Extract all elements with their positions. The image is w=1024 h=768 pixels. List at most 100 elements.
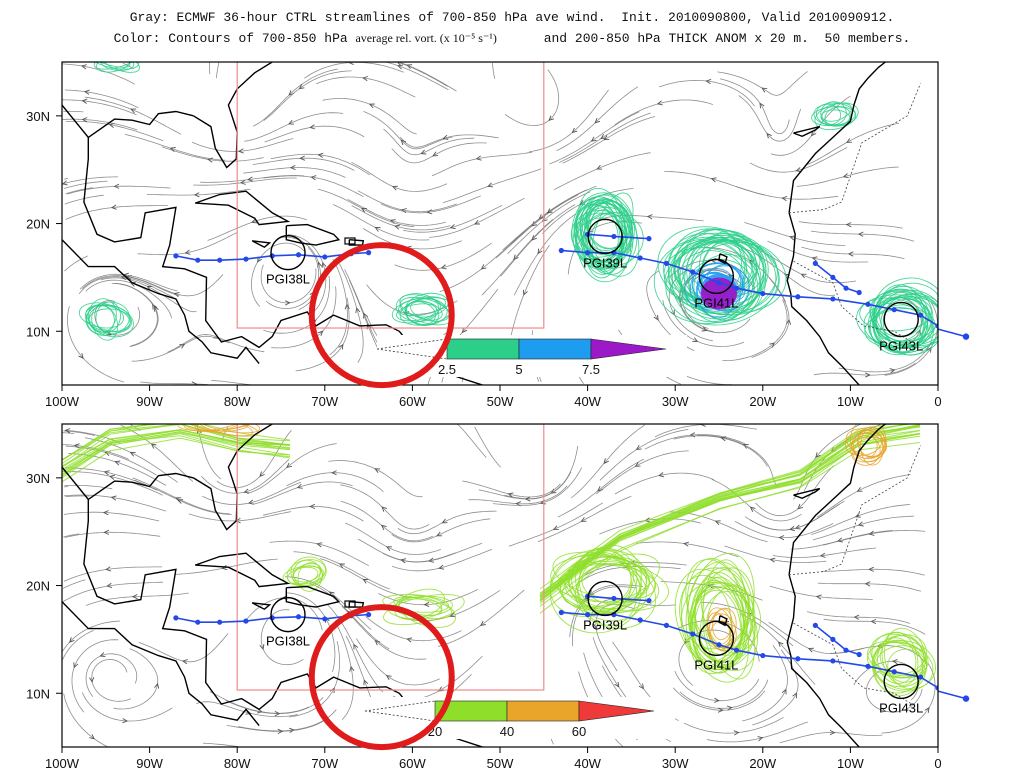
domain-box: [236, 424, 545, 691]
streamline-arrow: [317, 152, 324, 158]
streamline-arrow: [344, 303, 350, 310]
streamline-arrow: [596, 164, 603, 170]
track-point: [760, 652, 766, 659]
thickness-contour: [871, 641, 927, 688]
streamline: [62, 579, 86, 589]
streamline-arrow: [646, 214, 653, 220]
streamline: [322, 98, 417, 135]
thickness-contour: [702, 576, 756, 680]
vorticity-contour: [670, 236, 780, 316]
streamline-arrow: [795, 167, 802, 173]
streamline: [596, 450, 689, 495]
streamline: [495, 194, 579, 259]
streamline-arrow: [317, 330, 324, 337]
streamline: [437, 589, 525, 647]
track-point: [865, 663, 871, 669]
streamline-arrow: [769, 342, 775, 348]
streamline: [284, 576, 372, 630]
streamline-arrow: [658, 472, 665, 478]
streamline-arrow: [815, 594, 822, 600]
vorticity-contour: [821, 102, 852, 122]
streamline-arrow: [353, 643, 359, 650]
streamline-arrow: [714, 697, 720, 703]
thickness-contour: [557, 562, 660, 613]
coastline: [62, 466, 483, 747]
thickness-contour: [881, 631, 919, 686]
streamline: [822, 529, 926, 546]
streamline: [216, 62, 220, 79]
streamline: [644, 434, 746, 450]
storm-track-extension: [937, 690, 967, 700]
streamline-arrow: [193, 192, 200, 198]
track-point: [690, 269, 696, 275]
thickness-contour: [194, 424, 254, 432]
streamline: [67, 185, 171, 195]
streamline: [660, 581, 763, 601]
streamline: [769, 585, 873, 600]
streamline-arrow: [243, 488, 250, 494]
track-point: [935, 323, 938, 329]
streamline: [252, 481, 353, 505]
streamline: [64, 177, 69, 180]
streamline: [744, 222, 846, 246]
coastline: [793, 487, 821, 500]
x-tick-label: 40W: [574, 756, 601, 768]
streamline-arrow: [449, 224, 456, 230]
thickness-contour: [382, 594, 450, 613]
thickness-contour: [581, 559, 642, 605]
streamline: [804, 122, 900, 166]
vorticity-contour: [576, 202, 632, 283]
streamline-arrow: [597, 486, 603, 492]
track-point: [585, 250, 591, 256]
streamline-arrow: [68, 637, 75, 643]
streamline: [399, 62, 457, 92]
streamline-arrow: [109, 474, 116, 480]
track-point: [716, 642, 722, 648]
y-tick-label: 30N: [26, 471, 50, 486]
streamline: [287, 234, 327, 315]
streamline-arrow: [99, 652, 106, 657]
streamline: [84, 96, 182, 135]
x-tick-label: 40W: [574, 394, 601, 409]
streamline: [193, 177, 297, 186]
streamline-arrow: [316, 542, 323, 548]
streamline: [81, 692, 173, 722]
streamline: [751, 277, 790, 358]
streamline-arrow: [781, 195, 788, 202]
streamline-arrow: [531, 235, 537, 241]
streamline-arrow: [600, 134, 607, 140]
streamline-arrow: [247, 499, 254, 505]
streamline-arrow: [546, 208, 553, 214]
streamline: [62, 630, 94, 660]
streamline-arrow: [603, 135, 610, 141]
thickness-contour: [282, 565, 325, 585]
track-point: [217, 257, 223, 263]
streamline: [62, 99, 137, 116]
track-point: [295, 252, 302, 258]
streamline: [65, 121, 164, 142]
streamline-arrow: [857, 231, 864, 237]
x-tick-label: 0: [934, 756, 941, 768]
thickness-contour: [539, 424, 909, 590]
streamline-arrow: [924, 706, 930, 713]
thickness-contour: [577, 556, 638, 626]
thickness-contour: [62, 429, 291, 475]
streamline: [250, 242, 305, 307]
streamline: [810, 230, 915, 242]
x-tick-label: 100W: [45, 394, 80, 409]
thickness-contour: [578, 544, 642, 614]
storm-label: PGI43L: [879, 338, 923, 353]
track-point: [585, 612, 591, 618]
y-tick-label: 30N: [26, 109, 50, 124]
streamline: [391, 518, 491, 543]
streamline-arrow: [363, 679, 369, 686]
streamline-arrow: [122, 718, 129, 724]
streamline: [341, 605, 427, 660]
streamline: [82, 275, 180, 297]
streamline: [270, 153, 371, 176]
vorticity-contour: [90, 62, 131, 68]
streamline-arrow: [331, 470, 337, 476]
streamline-arrow: [811, 256, 818, 262]
track-point: [962, 333, 970, 340]
streamline-arrow: [239, 179, 246, 185]
